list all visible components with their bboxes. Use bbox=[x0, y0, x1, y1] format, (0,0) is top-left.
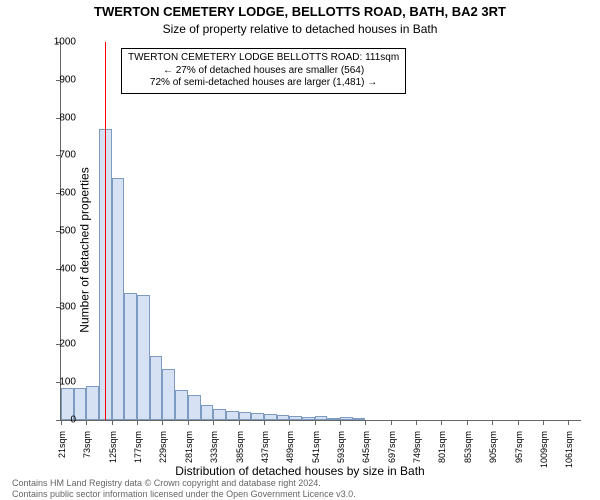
x-tick-mark bbox=[467, 420, 468, 425]
x-tick-mark bbox=[86, 420, 87, 425]
x-tick-mark bbox=[315, 420, 316, 425]
x-tick-label: 697sqm bbox=[387, 431, 397, 481]
x-tick-label: 1061sqm bbox=[564, 431, 574, 481]
footer-attribution: Contains HM Land Registry data © Crown c… bbox=[12, 478, 588, 499]
y-tick-label: 1000 bbox=[44, 37, 76, 48]
footer-line-2: Contains public sector information licen… bbox=[12, 489, 588, 499]
x-tick-label: 489sqm bbox=[285, 431, 295, 481]
x-tick-label: 73sqm bbox=[82, 431, 92, 481]
x-tick-mark bbox=[568, 420, 569, 425]
y-tick-label: 900 bbox=[44, 74, 76, 85]
histogram-bar bbox=[302, 417, 315, 420]
histogram-bar bbox=[86, 386, 99, 420]
histogram-bar bbox=[226, 411, 239, 420]
x-tick-label: 437sqm bbox=[260, 431, 270, 481]
x-tick-label: 385sqm bbox=[235, 431, 245, 481]
y-tick-label: 200 bbox=[44, 339, 76, 350]
chart-container: TWERTON CEMETERY LODGE, BELLOTTS ROAD, B… bbox=[0, 0, 600, 500]
y-tick-label: 300 bbox=[44, 301, 76, 312]
x-tick-label: 801sqm bbox=[437, 431, 447, 481]
chart-subtitle: Size of property relative to detached ho… bbox=[0, 22, 600, 36]
x-tick-label: 905sqm bbox=[488, 431, 498, 481]
x-tick-label: 125sqm bbox=[108, 431, 118, 481]
y-tick-label: 700 bbox=[44, 150, 76, 161]
x-tick-mark bbox=[441, 420, 442, 425]
histogram-bar bbox=[340, 417, 353, 420]
x-tick-mark bbox=[289, 420, 290, 425]
x-tick-mark bbox=[416, 420, 417, 425]
x-tick-mark bbox=[518, 420, 519, 425]
x-tick-mark bbox=[188, 420, 189, 425]
x-tick-mark bbox=[213, 420, 214, 425]
reference-line bbox=[105, 42, 106, 420]
y-tick-label: 800 bbox=[44, 112, 76, 123]
x-tick-mark bbox=[239, 420, 240, 425]
y-tick-label: 500 bbox=[44, 226, 76, 237]
plot-area: TWERTON CEMETERY LODGE BELLOTTS ROAD: 11… bbox=[60, 42, 581, 421]
histogram-bar bbox=[112, 178, 125, 420]
histogram-bar bbox=[162, 369, 175, 420]
x-tick-label: 177sqm bbox=[133, 431, 143, 481]
histogram-bar bbox=[315, 416, 328, 420]
x-tick-label: 853sqm bbox=[463, 431, 473, 481]
histogram-bar bbox=[264, 414, 277, 420]
histogram-bar bbox=[150, 356, 163, 420]
x-tick-mark bbox=[264, 420, 265, 425]
y-tick-label: 600 bbox=[44, 188, 76, 199]
x-tick-mark bbox=[391, 420, 392, 425]
annotation-box: TWERTON CEMETERY LODGE BELLOTTS ROAD: 11… bbox=[121, 48, 406, 94]
x-tick-label: 333sqm bbox=[209, 431, 219, 481]
y-tick-label: 100 bbox=[44, 377, 76, 388]
annotation-line-1: TWERTON CEMETERY LODGE BELLOTTS ROAD: 11… bbox=[128, 52, 399, 65]
x-tick-mark bbox=[543, 420, 544, 425]
x-tick-label: 229sqm bbox=[158, 431, 168, 481]
histogram-bar bbox=[289, 416, 302, 420]
annotation-line-3: 72% of semi-detached houses are larger (… bbox=[128, 77, 399, 90]
x-tick-mark bbox=[340, 420, 341, 425]
footer-line-1: Contains HM Land Registry data © Crown c… bbox=[12, 478, 588, 488]
y-tick-label: 400 bbox=[44, 263, 76, 274]
x-tick-label: 21sqm bbox=[57, 431, 67, 481]
histogram-bar bbox=[213, 409, 226, 420]
histogram-bar bbox=[175, 390, 188, 420]
x-tick-mark bbox=[162, 420, 163, 425]
x-tick-label: 541sqm bbox=[311, 431, 321, 481]
histogram-bar bbox=[277, 415, 290, 420]
x-tick-mark bbox=[365, 420, 366, 425]
histogram-bar bbox=[124, 293, 137, 420]
histogram-bar bbox=[201, 405, 214, 420]
x-tick-mark bbox=[112, 420, 113, 425]
x-tick-label: 593sqm bbox=[336, 431, 346, 481]
histogram-bar bbox=[327, 418, 340, 420]
histogram-bar bbox=[353, 418, 366, 420]
y-tick-label: 0 bbox=[44, 415, 76, 426]
annotation-line-2: ← 27% of detached houses are smaller (56… bbox=[128, 65, 399, 78]
x-tick-label: 645sqm bbox=[361, 431, 371, 481]
chart-title: TWERTON CEMETERY LODGE, BELLOTTS ROAD, B… bbox=[0, 4, 600, 19]
x-tick-mark bbox=[137, 420, 138, 425]
histogram-bar bbox=[251, 413, 264, 420]
x-tick-label: 1009sqm bbox=[539, 431, 549, 481]
x-tick-label: 749sqm bbox=[412, 431, 422, 481]
histogram-bar bbox=[239, 412, 252, 420]
histogram-bar bbox=[137, 295, 150, 420]
histogram-bar bbox=[188, 395, 201, 420]
x-tick-label: 957sqm bbox=[514, 431, 524, 481]
x-tick-mark bbox=[492, 420, 493, 425]
x-tick-label: 281sqm bbox=[184, 431, 194, 481]
